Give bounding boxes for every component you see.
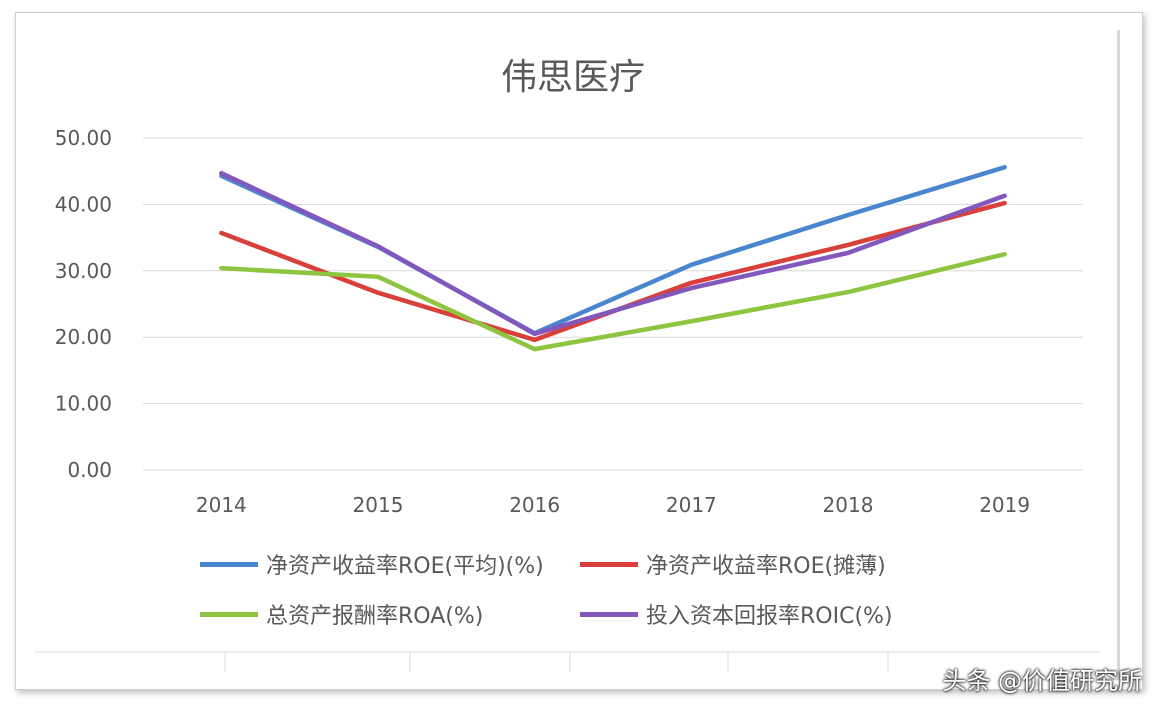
legend-item-roa: 总资产报酬率ROA(%) (200, 598, 483, 630)
series-line (219, 200, 1007, 343)
legend-label: 净资产收益率ROE(平均)(%) (266, 554, 544, 579)
series-line (219, 164, 1007, 336)
legend-label: 净资产收益率ROE(摊薄) (646, 554, 886, 579)
chart-frame (15, 12, 1143, 690)
legend-item-roe-diluted: 净资产收益率ROE(摊薄) (580, 548, 886, 580)
x-tick-label: 2015 (353, 493, 404, 517)
legend-swatch (200, 561, 258, 567)
legend-swatch (200, 611, 258, 617)
y-tick-label: 20.00 (55, 325, 112, 349)
watermark: 头条 @价值研究所 (942, 667, 1142, 695)
legend-swatch (580, 611, 638, 617)
x-tick-label: 2019 (979, 493, 1030, 517)
legend-item-roic: 投入资本回报率ROIC(%) (580, 598, 893, 630)
legend-item-roe-avg: 净资产收益率ROE(平均)(%) (200, 548, 544, 580)
x-tick-label: 2014 (196, 493, 247, 517)
legend-label: 总资产报酬率ROA(%) (266, 604, 484, 629)
y-tick-label: 10.00 (55, 392, 112, 416)
legend-label: 投入资本回报率ROIC(%) (646, 604, 893, 629)
series-line (219, 170, 1007, 337)
scrollbar (1117, 30, 1120, 680)
y-tick-label: 40.00 (55, 192, 112, 216)
y-tick-label: 30.00 (55, 259, 112, 283)
x-tick-label: 2018 (823, 493, 874, 517)
y-tick-label: 0.00 (67, 458, 112, 482)
x-tick-label: 2016 (509, 493, 560, 517)
legend-swatch (580, 561, 638, 567)
series-line (219, 251, 1007, 352)
chart-title: 伟思医疗 (500, 57, 645, 98)
y-tick-label: 50.00 (55, 126, 112, 150)
x-tick-label: 2017 (666, 493, 717, 517)
